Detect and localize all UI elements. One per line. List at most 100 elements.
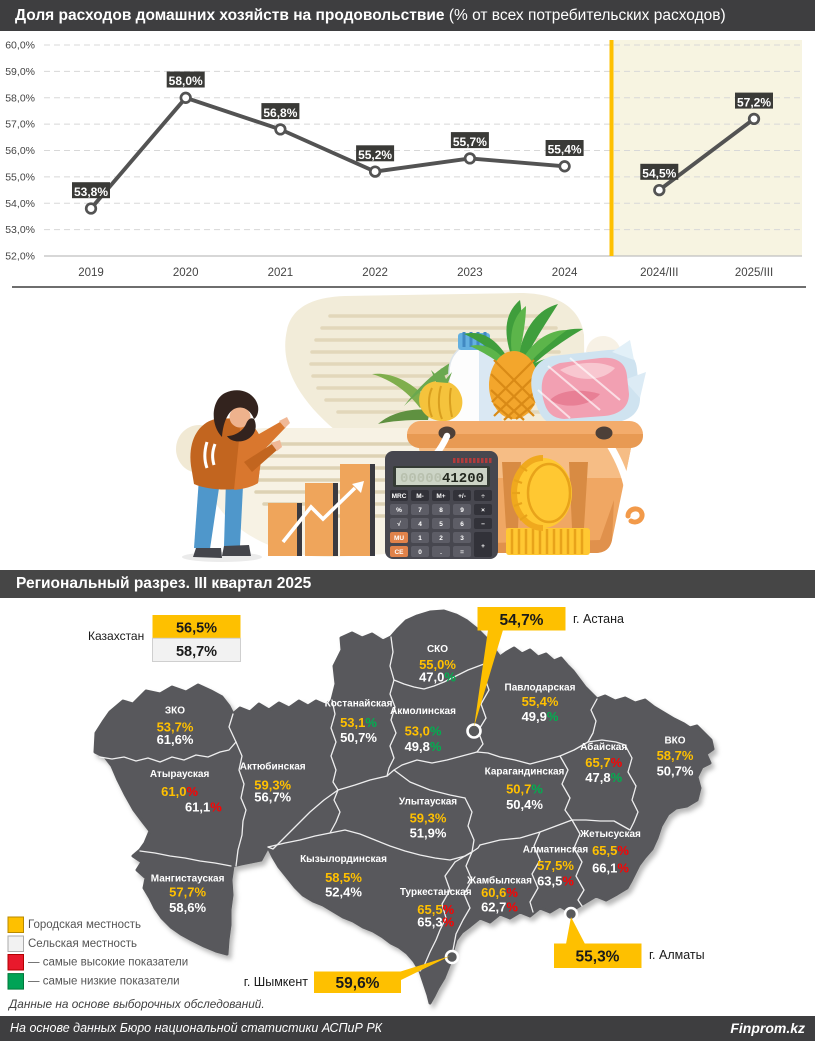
svg-text:65,3%: 65,3% (417, 914, 454, 929)
svg-text:50,4%: 50,4% (506, 797, 543, 812)
svg-text:57,0%: 57,0% (5, 119, 35, 131)
svg-text:— самые высокие показатели: — самые высокие показатели (28, 957, 188, 969)
svg-text:51,9%: 51,9% (410, 825, 447, 840)
svg-text:65,5%: 65,5% (417, 902, 454, 917)
svg-text:56,7%: 56,7% (254, 789, 291, 804)
svg-text:56,5%: 56,5% (176, 621, 217, 637)
svg-text:60,6%: 60,6% (481, 885, 518, 900)
svg-text:58,7%: 58,7% (657, 748, 694, 763)
svg-text:9: 9 (460, 507, 464, 514)
svg-text:Абайская: Абайская (580, 741, 627, 753)
svg-text:55,7%: 55,7% (453, 135, 487, 149)
svg-text:53,7%: 53,7% (157, 719, 194, 734)
svg-text:г. Алматы: г. Алматы (649, 948, 705, 962)
svg-text:2024: 2024 (552, 267, 578, 279)
svg-text:√: √ (397, 520, 401, 528)
svg-text:2022: 2022 (362, 267, 388, 279)
svg-text:6: 6 (460, 521, 464, 528)
svg-text:0: 0 (418, 549, 422, 556)
svg-text:Мангистауская: Мангистауская (151, 874, 225, 885)
svg-text:54,7%: 54,7% (500, 612, 544, 629)
svg-text:Улытауская: Улытауская (399, 797, 457, 808)
svg-text:55,2%: 55,2% (358, 148, 392, 162)
svg-text:3: 3 (460, 535, 464, 542)
svg-text:53,1%: 53,1% (340, 715, 377, 730)
svg-text:54,5%: 54,5% (642, 167, 676, 181)
svg-text:50,7%: 50,7% (340, 730, 377, 745)
svg-text:58,0%: 58,0% (5, 92, 35, 104)
svg-text:55,4%: 55,4% (548, 143, 582, 157)
svg-text:59,3%: 59,3% (254, 777, 291, 792)
svg-text:CE: CE (394, 549, 404, 556)
svg-text:Акмолинская: Акмолинская (390, 706, 456, 717)
svg-text:%: % (396, 507, 402, 514)
svg-text:2020: 2020 (173, 267, 199, 279)
svg-text:47,0%: 47,0% (419, 670, 456, 685)
svg-text:61,1%: 61,1% (185, 800, 222, 815)
svg-text:50,7%: 50,7% (657, 764, 694, 779)
svg-text:2019: 2019 (78, 267, 104, 279)
svg-text:58,0%: 58,0% (169, 74, 203, 88)
svg-text:57,5%: 57,5% (537, 858, 574, 873)
svg-text:1: 1 (418, 535, 422, 542)
svg-text:50,7%: 50,7% (506, 782, 543, 797)
svg-text:Жетысуская: Жетысуская (579, 829, 641, 840)
svg-text:2021: 2021 (268, 267, 294, 279)
svg-text:M-: M- (416, 493, 424, 500)
svg-text:7: 7 (418, 507, 422, 514)
svg-text:65,5%: 65,5% (592, 843, 629, 858)
svg-text:54,0%: 54,0% (5, 198, 35, 210)
svg-text:63,5%: 63,5% (537, 873, 574, 888)
svg-text:59,3%: 59,3% (410, 810, 447, 825)
svg-text:65,7%: 65,7% (585, 755, 622, 770)
svg-text:Городская местность: Городская местность (28, 919, 141, 931)
svg-text:8: 8 (439, 507, 443, 514)
svg-text:2025/III: 2025/III (735, 267, 773, 279)
svg-text:60,0%: 60,0% (5, 40, 35, 52)
svg-text:58,7%: 58,7% (176, 644, 217, 660)
svg-text:÷: ÷ (481, 493, 485, 500)
svg-text:Жамбылская: Жамбылская (466, 875, 532, 887)
svg-text:55,0%: 55,0% (5, 171, 35, 183)
svg-text:5: 5 (439, 521, 443, 528)
svg-text:59,0%: 59,0% (5, 66, 35, 78)
svg-text:MU: MU (394, 535, 404, 542)
svg-text:Данные на основе выборочных об: Данные на основе выборочных обследований… (7, 997, 265, 1011)
svg-text:57,2%: 57,2% (737, 95, 771, 109)
svg-text:4: 4 (418, 521, 422, 528)
svg-text:MRC: MRC (392, 493, 407, 500)
svg-text:Костанайская: Костанайская (325, 699, 393, 710)
svg-text:58,5%: 58,5% (325, 870, 362, 885)
svg-text:53,0%: 53,0% (5, 224, 35, 236)
svg-text:52,0%: 52,0% (5, 251, 35, 263)
svg-text:56,0%: 56,0% (5, 145, 35, 157)
svg-text:+/-: +/- (458, 493, 466, 500)
svg-text:59,6%: 59,6% (336, 975, 380, 992)
svg-text:Атырауская: Атырауская (150, 769, 210, 780)
svg-text:г. Астана: г. Астана (573, 612, 624, 626)
svg-text:66,1%: 66,1% (592, 860, 629, 875)
svg-text:53,8%: 53,8% (74, 185, 108, 199)
svg-text:55,3%: 55,3% (576, 949, 620, 966)
svg-text:— самые низкие показатели: — самые низкие показатели (28, 976, 180, 988)
svg-text:41200: 41200 (442, 471, 484, 487)
svg-text:Карагандинская: Карагандинская (485, 767, 565, 778)
svg-text:=: = (460, 549, 464, 556)
svg-text:2: 2 (439, 535, 443, 542)
svg-text:56,8%: 56,8% (263, 106, 297, 120)
svg-text:ВКО: ВКО (664, 736, 685, 747)
svg-text:−: − (481, 521, 485, 528)
svg-text:2023: 2023 (457, 267, 483, 279)
svg-text:Павлодарская: Павлодарская (505, 683, 576, 694)
svg-text:+: + (481, 543, 485, 550)
svg-text:Актюбинская: Актюбинская (240, 761, 306, 773)
svg-text:ЗКО: ЗКО (165, 706, 185, 717)
svg-text:.: . (440, 549, 442, 556)
svg-text:×: × (481, 507, 485, 514)
svg-text:Казахстан: Казахстан (88, 629, 144, 643)
svg-text:Сельская местность: Сельская местность (28, 938, 137, 950)
svg-text:52,4%: 52,4% (325, 885, 362, 900)
svg-text:г. Шымкент: г. Шымкент (244, 975, 308, 989)
svg-text:Туркестанская: Туркестанская (400, 887, 472, 898)
svg-text:Кызылординская: Кызылординская (300, 854, 387, 865)
